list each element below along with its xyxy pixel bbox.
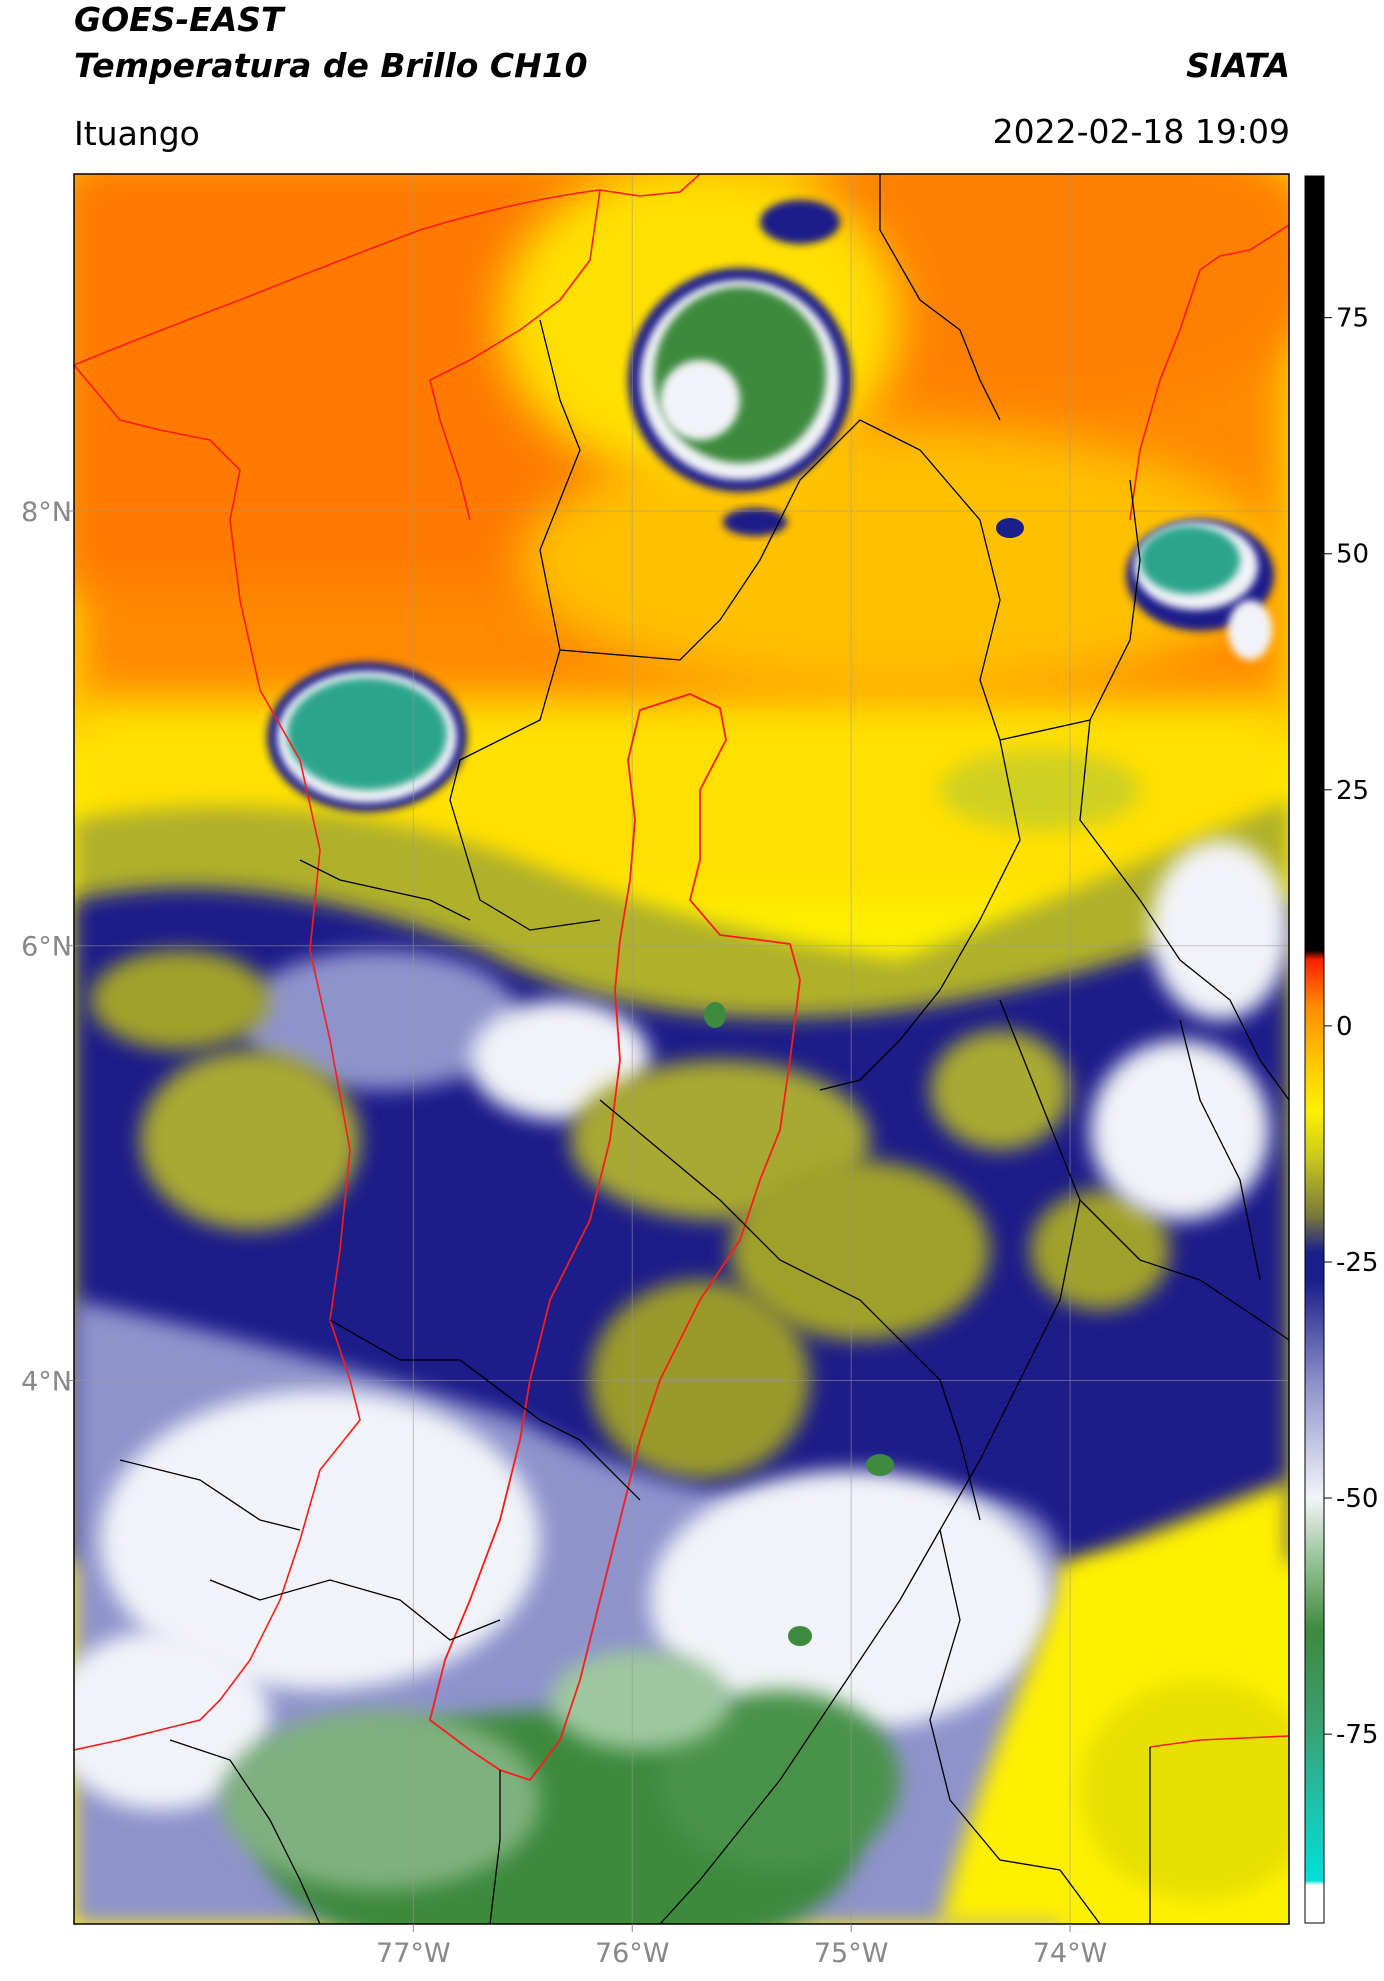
convective-cell-east bbox=[1126, 519, 1274, 660]
map-frame bbox=[73, 173, 1290, 1925]
satellite-title: GOES-EAST bbox=[74, 0, 284, 39]
department-borders bbox=[119, 174, 1289, 1924]
lat-tick-label: 4°N bbox=[21, 1367, 72, 1398]
small-cell bbox=[996, 518, 1024, 538]
ituango-basin-outline bbox=[428, 693, 801, 1782]
region-label: Ituango bbox=[74, 114, 200, 153]
convective-cell-north bbox=[628, 200, 852, 536]
lon-tick-label: 76°W bbox=[595, 1938, 670, 1969]
colorbar-tick-label: -75 bbox=[1336, 1720, 1378, 1750]
lat-tick-label: 6°N bbox=[21, 932, 72, 963]
small-cell bbox=[788, 1626, 812, 1646]
lon-tick-label: 74°W bbox=[1033, 1938, 1108, 1969]
convective-cell-west bbox=[267, 662, 467, 812]
lon-tick-label: 77°W bbox=[376, 1938, 451, 1969]
brand-label: SIATA bbox=[1186, 46, 1290, 85]
longitude-ticks: 77°W 76°W 75°W 74°W bbox=[376, 1924, 1107, 1969]
colorbar-tick-label: 50 bbox=[1336, 540, 1369, 570]
colorbar-tick-label: 0 bbox=[1336, 1012, 1353, 1042]
colorbar-tick-label: 75 bbox=[1336, 304, 1369, 334]
lon-tick-label: 75°W bbox=[814, 1938, 889, 1969]
colorbar: 75 50 25 0 -25 -50 -75 bbox=[1304, 175, 1378, 1924]
gridlines bbox=[74, 174, 1289, 1924]
colorbar-ticks: 75 50 25 0 -25 -50 -75 bbox=[1324, 304, 1378, 1750]
colorbar-tick-label: 25 bbox=[1336, 776, 1369, 806]
datetime-label: 2022-02-18 19:09 bbox=[992, 112, 1290, 151]
colorbar-tick-label: -25 bbox=[1336, 1248, 1378, 1278]
colombia-border bbox=[74, 174, 1289, 1751]
product-title: Temperatura de Brillo CH10 bbox=[74, 46, 588, 85]
small-cell bbox=[866, 1454, 894, 1476]
latitude-ticks: 8°N 6°N 4°N bbox=[21, 497, 74, 1398]
colorbar-gradient bbox=[1304, 175, 1325, 1924]
lat-tick-label: 8°N bbox=[21, 497, 72, 528]
brightness-temperature-field bbox=[74, 174, 1289, 1924]
small-cell bbox=[704, 1002, 726, 1028]
colorbar-tick-label: -50 bbox=[1336, 1484, 1378, 1514]
